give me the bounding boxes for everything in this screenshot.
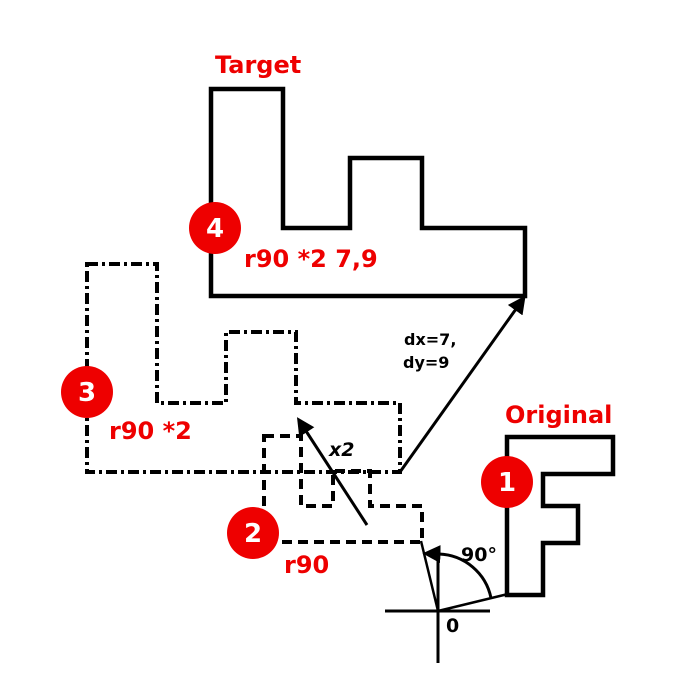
dx-label: dx=7,	[404, 330, 456, 349]
scale-label: x2	[328, 439, 354, 461]
origin-label: 0	[446, 615, 459, 637]
step-badge-2: 2	[227, 507, 279, 559]
badge-1-number: 1	[498, 468, 516, 498]
rotation-arc-arrow	[422, 545, 493, 599]
target-shape	[208, 86, 528, 299]
step-badge-4: 4	[189, 202, 241, 254]
radius-line-original	[437, 592, 509, 613]
badge-4-number: 4	[206, 214, 224, 244]
step-badge-1: 1	[481, 456, 533, 508]
radius-line-rotated	[419, 540, 440, 612]
step2-label: r90	[284, 551, 329, 579]
step4-label: r90 *2 7,9	[244, 245, 378, 273]
dy-label: dy=9	[403, 353, 449, 372]
badge-3-circle	[61, 366, 113, 418]
badge-2-number: 2	[244, 519, 262, 549]
translate-arrow	[398, 295, 526, 473]
badge-2-circle	[227, 507, 279, 559]
step-badge-3: 3	[61, 366, 113, 418]
rotation-angle-label: 90°	[461, 544, 497, 566]
badge-4-circle	[189, 202, 241, 254]
original-f-shape	[504, 434, 616, 598]
badge-1-circle	[481, 456, 533, 508]
badge-3-number: 3	[78, 378, 96, 408]
step3-label: r90 *2	[109, 417, 192, 445]
rotated-scaled-shape	[85, 262, 402, 474]
scale-arrow	[296, 417, 369, 526]
original-title: Original	[505, 401, 612, 429]
target-title: Target	[215, 51, 301, 79]
